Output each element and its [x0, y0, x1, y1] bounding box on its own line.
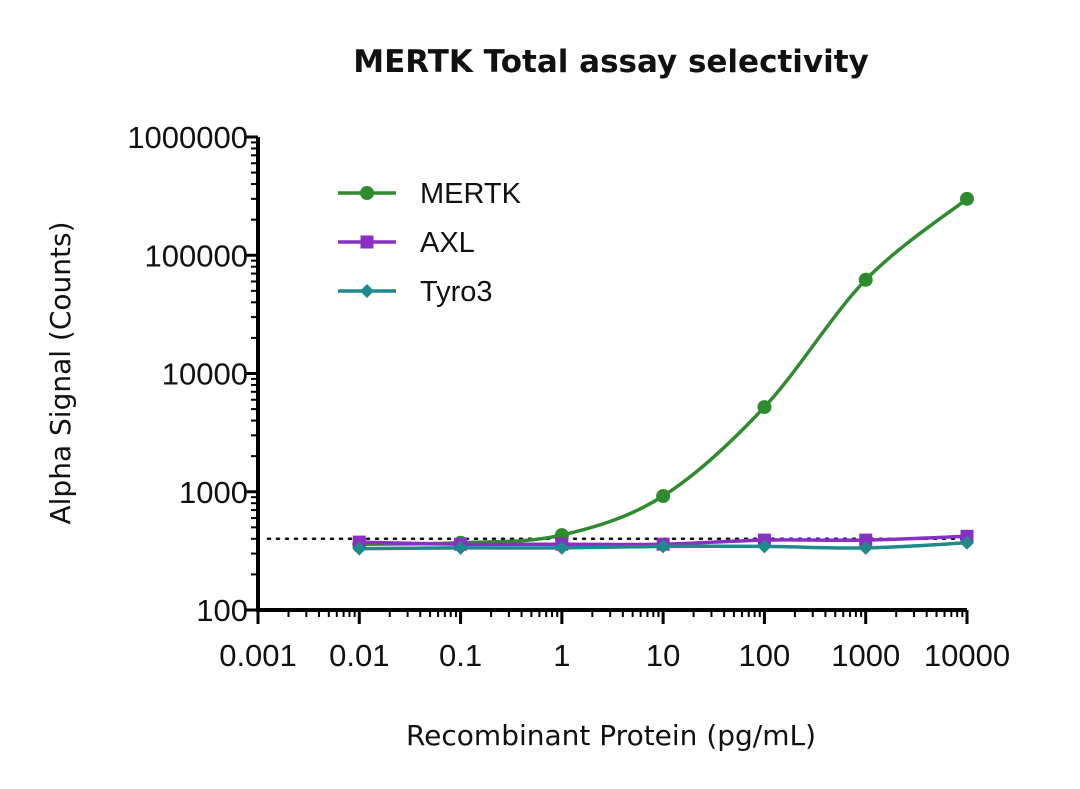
data-point-tyro3 — [352, 541, 367, 556]
data-point-tyro3 — [757, 539, 772, 554]
legend-marker-axl — [360, 235, 374, 249]
x-tick-label: 0.01 — [329, 638, 389, 673]
data-point-mertk — [858, 272, 873, 287]
legend-marker-mertk — [360, 186, 374, 200]
y-tick-label: 10000 — [162, 357, 248, 392]
x-tick-label: 100 — [739, 638, 791, 673]
legend-label-axl: AXL — [420, 227, 475, 259]
data-point-mertk — [757, 400, 772, 415]
data-point-axl — [859, 533, 873, 547]
x-tick-label: 1 — [553, 638, 570, 673]
data-point-mertk — [960, 191, 974, 206]
axes: 100 1000 10000 100000 1000000 0.001 0.01 0.1 1 10… — [127, 120, 1010, 673]
y-tick-label: 1000 — [179, 475, 248, 510]
data-point-tyro3 — [858, 540, 873, 555]
legend: MERTK AXL Tyro3 — [338, 178, 522, 308]
series-tyro3 — [352, 535, 974, 556]
data-point-tyro3 — [960, 535, 974, 550]
y-axis-label: Alpha Signal (Counts) — [44, 221, 77, 524]
x-tick-label: 10 — [646, 638, 680, 673]
series-layer — [352, 191, 974, 556]
x-tick-label: 0.1 — [439, 638, 482, 673]
y-tick-label: 100 — [196, 593, 248, 628]
chart-title: MERTK Total assay selectivity — [353, 44, 869, 80]
data-point-mertk — [656, 489, 671, 504]
legend-label-tyro3: Tyro3 — [420, 276, 493, 308]
legend-marker-tyro3 — [360, 284, 374, 298]
data-point-tyro3 — [656, 539, 671, 554]
x-tick-label: 10000 — [924, 638, 1010, 673]
y-tick-label: 100000 — [145, 238, 248, 273]
x-tick-label: 1000 — [831, 638, 900, 673]
x-axis-label: Recombinant Protein (pg/mL) — [406, 719, 816, 752]
y-tick-label: 1000000 — [127, 120, 248, 155]
x-tick-label: 0.001 — [219, 638, 297, 673]
data-point-tyro3 — [554, 540, 569, 555]
legend-label-mertk: MERTK — [420, 178, 522, 210]
data-point-tyro3 — [453, 540, 468, 555]
